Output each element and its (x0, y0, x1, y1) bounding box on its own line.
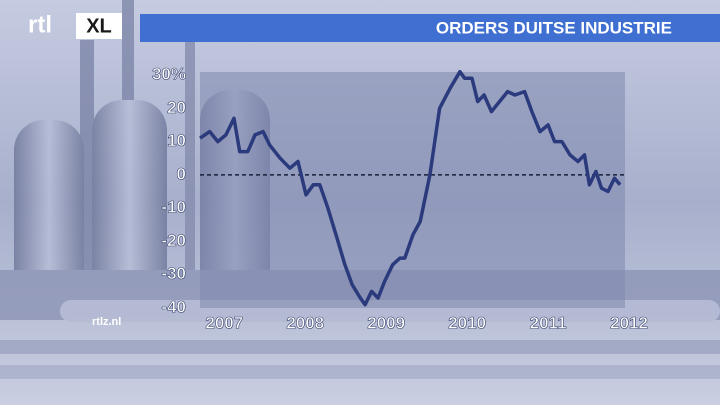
data-line (199, 69, 622, 307)
logo: rtl (28, 11, 52, 38)
x-tick-label: 2011 (530, 313, 567, 332)
y-tick-label: -30 (161, 264, 186, 283)
y-tick-label: 10 (167, 131, 186, 150)
x-tick-label: 2012 (610, 313, 648, 332)
y-tick-label: 0 (177, 164, 186, 183)
watermark: rtlz.nl (92, 316, 121, 328)
y-tick-label: -20 (161, 231, 186, 250)
x-tick-label: 2009 (367, 313, 405, 332)
chart-title: ORDERS DUITSE INDUSTRIE (436, 18, 672, 37)
logo-badge: XL (86, 15, 112, 37)
y-tick-label: 20 (167, 98, 186, 117)
title-bar (140, 14, 720, 42)
y-tick-label: -40 (161, 297, 186, 316)
y-tick-label: 30% (152, 64, 186, 83)
x-tick-label: 2008 (286, 313, 324, 332)
x-tick-label: 2010 (448, 313, 486, 332)
logo-badge-box (76, 13, 122, 39)
x-tick-label: 2007 (205, 313, 243, 332)
plot-area (200, 72, 625, 308)
y-tick-label: -10 (161, 198, 186, 217)
